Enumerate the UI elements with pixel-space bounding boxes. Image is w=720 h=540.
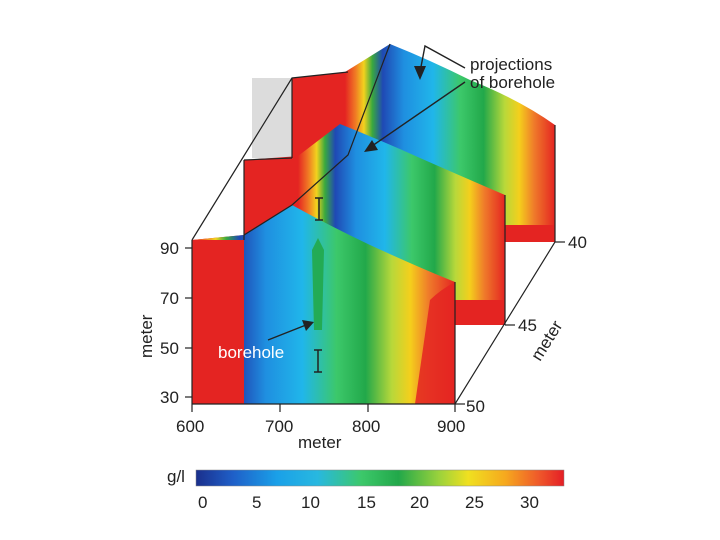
slab-front xyxy=(192,205,455,404)
projections-label-line1: projections xyxy=(470,55,552,74)
borehole-spike xyxy=(312,238,324,330)
colorbar-unit: g/l xyxy=(167,467,185,486)
colorbar-tick: 20 xyxy=(410,493,429,512)
projections-arrow-2 xyxy=(371,81,466,147)
borehole-arrowhead xyxy=(302,320,314,331)
slab-back-side xyxy=(252,78,292,158)
bottom-axis-tick: 600 xyxy=(176,417,204,436)
projections-label-line2: of borehole xyxy=(470,73,555,92)
depth-axis-tick: 50 xyxy=(466,397,485,416)
slab-middle-front-red xyxy=(455,300,505,325)
colorbar-gradient xyxy=(195,469,565,487)
bottom-axis-tick: 700 xyxy=(265,417,293,436)
slab-back-front-red xyxy=(505,225,555,242)
depth-axis-tick: 45 xyxy=(518,316,537,335)
bottom-axis-tick: 900 xyxy=(437,417,465,436)
colorbar: g/l 0 5 10 15 20 25 30 xyxy=(167,467,565,512)
left-axis-tick: 90 xyxy=(160,239,179,258)
left-axis: 90 70 50 30 meter xyxy=(137,239,192,407)
left-axis-tick: 70 xyxy=(160,289,179,308)
colorbar-tick: 10 xyxy=(301,493,320,512)
projections-arrow-1 xyxy=(419,44,466,73)
colorbar-tick: 25 xyxy=(465,493,484,512)
projections-annotation: projections of borehole xyxy=(364,44,555,152)
projections-arrowhead-1 xyxy=(414,66,426,80)
borehole-annotation: borehole xyxy=(218,320,314,362)
colorbar-tick: 5 xyxy=(252,493,261,512)
left-axis-tick: 50 xyxy=(160,339,179,358)
borehole-label: borehole xyxy=(218,343,284,362)
slab-front-profile xyxy=(192,205,455,404)
projections-arrowhead-2 xyxy=(364,140,378,152)
box-outline xyxy=(191,43,556,405)
colorbar-tick: 0 xyxy=(198,493,207,512)
colorbar-tick: 30 xyxy=(520,493,539,512)
bottom-axis: 600 700 800 900 meter xyxy=(176,404,465,452)
slab-front-right-fade xyxy=(415,282,455,404)
depth-axis-tick: 40 xyxy=(568,233,587,252)
colorbar-tick: 15 xyxy=(357,493,376,512)
borehole-markers xyxy=(314,197,323,373)
bottom-axis-tick: 800 xyxy=(352,417,380,436)
bottom-axis-label: meter xyxy=(298,433,342,452)
left-axis-tick: 30 xyxy=(160,388,179,407)
borehole-arrow xyxy=(267,324,307,341)
left-axis-label: meter xyxy=(137,314,156,358)
slab-front-left-red xyxy=(192,240,244,404)
